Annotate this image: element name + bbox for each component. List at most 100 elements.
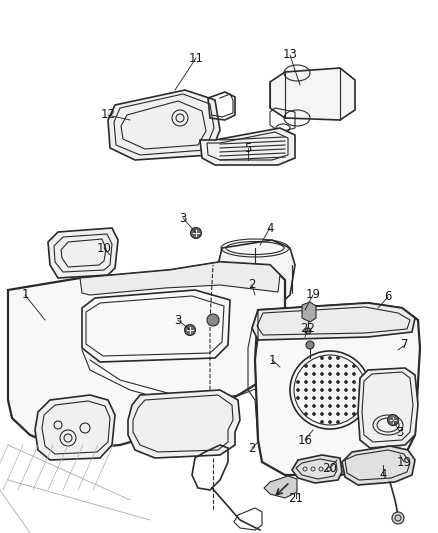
Polygon shape [264, 476, 297, 498]
Circle shape [312, 381, 315, 384]
Text: 22: 22 [300, 321, 315, 335]
Circle shape [297, 397, 300, 400]
Circle shape [328, 413, 332, 416]
Text: 10: 10 [96, 241, 111, 254]
Circle shape [312, 413, 315, 416]
Text: 2: 2 [248, 441, 256, 455]
Circle shape [304, 405, 307, 408]
Text: 3: 3 [174, 313, 182, 327]
Circle shape [297, 389, 300, 392]
Text: 1: 1 [21, 288, 29, 302]
Circle shape [304, 397, 307, 400]
Text: 12: 12 [100, 109, 116, 122]
Circle shape [321, 405, 324, 408]
Circle shape [353, 365, 356, 367]
Circle shape [328, 357, 332, 359]
Circle shape [345, 365, 347, 367]
Circle shape [304, 389, 307, 392]
Circle shape [336, 389, 339, 392]
Circle shape [345, 373, 347, 376]
Circle shape [328, 381, 332, 384]
Circle shape [360, 381, 364, 384]
Text: 16: 16 [297, 433, 312, 447]
Text: 19: 19 [396, 456, 411, 469]
Polygon shape [35, 395, 115, 460]
Circle shape [306, 341, 314, 349]
Circle shape [336, 397, 339, 400]
Polygon shape [252, 303, 415, 340]
Circle shape [345, 405, 347, 408]
Circle shape [321, 365, 324, 367]
Text: 3: 3 [396, 425, 404, 439]
Circle shape [328, 389, 332, 392]
Text: 7: 7 [401, 338, 409, 351]
Circle shape [392, 512, 404, 524]
Circle shape [312, 373, 315, 376]
Circle shape [328, 365, 332, 367]
Text: 3: 3 [179, 212, 187, 224]
Text: 6: 6 [384, 290, 392, 303]
Circle shape [321, 357, 324, 359]
Circle shape [353, 397, 356, 400]
Polygon shape [218, 240, 295, 310]
Circle shape [345, 381, 347, 384]
Circle shape [336, 413, 339, 416]
Circle shape [297, 381, 300, 384]
Circle shape [184, 325, 195, 335]
Circle shape [321, 373, 324, 376]
Polygon shape [292, 455, 342, 483]
Circle shape [191, 228, 201, 238]
Circle shape [304, 373, 307, 376]
Circle shape [207, 314, 219, 326]
Circle shape [336, 405, 339, 408]
Circle shape [312, 365, 315, 367]
Text: 4: 4 [379, 469, 387, 481]
Polygon shape [48, 228, 118, 278]
Text: 5: 5 [244, 141, 252, 155]
Circle shape [321, 413, 324, 416]
Circle shape [345, 413, 347, 416]
Circle shape [360, 397, 364, 400]
Circle shape [321, 389, 324, 392]
Circle shape [336, 365, 339, 367]
Circle shape [336, 421, 339, 424]
Circle shape [321, 397, 324, 400]
Circle shape [345, 397, 347, 400]
Circle shape [312, 405, 315, 408]
Polygon shape [200, 128, 295, 165]
Circle shape [360, 389, 364, 392]
Circle shape [328, 405, 332, 408]
Text: 13: 13 [283, 49, 297, 61]
Text: 11: 11 [188, 52, 204, 64]
Circle shape [312, 389, 315, 392]
Circle shape [321, 381, 324, 384]
Circle shape [328, 421, 332, 424]
Polygon shape [128, 390, 240, 458]
Text: 4: 4 [266, 222, 274, 235]
Text: 2: 2 [248, 279, 256, 292]
Polygon shape [80, 262, 280, 295]
Circle shape [328, 373, 332, 376]
Polygon shape [8, 262, 285, 448]
Circle shape [388, 415, 399, 425]
Polygon shape [342, 446, 415, 485]
Polygon shape [358, 368, 418, 448]
Circle shape [321, 421, 324, 424]
Circle shape [304, 381, 307, 384]
Circle shape [328, 397, 332, 400]
Text: 20: 20 [322, 462, 337, 474]
Circle shape [353, 413, 356, 416]
Polygon shape [255, 303, 420, 475]
Circle shape [336, 381, 339, 384]
Circle shape [336, 373, 339, 376]
Text: 1: 1 [268, 353, 276, 367]
Circle shape [353, 389, 356, 392]
Circle shape [353, 373, 356, 376]
Circle shape [304, 413, 307, 416]
Circle shape [312, 397, 315, 400]
Circle shape [353, 381, 356, 384]
Circle shape [353, 405, 356, 408]
Polygon shape [108, 90, 220, 160]
Polygon shape [270, 68, 355, 120]
Circle shape [345, 389, 347, 392]
